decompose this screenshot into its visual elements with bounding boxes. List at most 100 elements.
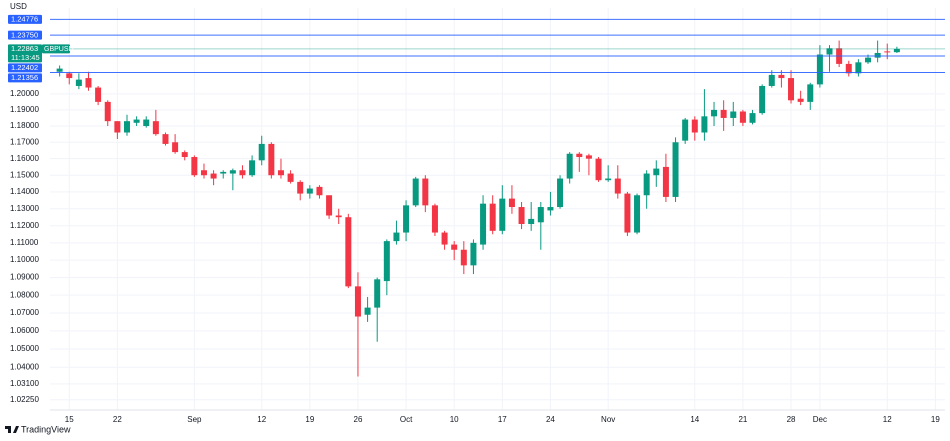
candle-body — [412, 178, 419, 206]
candle-body — [403, 205, 410, 233]
price-badge-label: 1.23750 — [11, 30, 38, 39]
candle-body — [316, 186, 323, 196]
candle-body — [277, 170, 284, 176]
y-tick-label: 1.11000 — [10, 238, 39, 247]
candle-body — [662, 166, 669, 197]
candle-body — [326, 195, 333, 216]
candle-body — [768, 74, 775, 86]
candle-body — [383, 241, 390, 282]
candle-body — [480, 203, 487, 245]
x-tick-label: 19 — [305, 415, 314, 424]
y-tick-label: 1.06000 — [10, 326, 39, 335]
candle-body — [653, 168, 660, 176]
candle-body — [306, 188, 313, 194]
candle-body — [123, 121, 130, 133]
price-badge-label: 1.22863 — [11, 44, 38, 53]
candle-body — [95, 87, 102, 102]
y-tick-label: 1.12000 — [10, 221, 39, 230]
candle-body — [422, 178, 429, 206]
candle-body — [451, 244, 458, 250]
symbol: GBPUSD — [44, 46, 74, 53]
y-tick-label: 1.03100 — [10, 379, 39, 388]
candle-body — [557, 178, 564, 208]
price-badge — [8, 63, 42, 73]
candle-body — [874, 52, 881, 58]
x-tick-label: Nov — [601, 415, 615, 424]
candle-body — [518, 207, 525, 225]
candle-body — [66, 73, 73, 79]
candle-body — [133, 119, 140, 123]
y-tick-label: 1.18000 — [10, 121, 39, 130]
candle-body — [239, 170, 246, 176]
candle-body — [585, 155, 592, 159]
x-tick-label: 22 — [113, 415, 122, 424]
candle-body — [845, 63, 852, 74]
candle-body — [797, 98, 804, 102]
candle-body — [152, 121, 159, 135]
candle-body — [249, 160, 256, 176]
candle-body — [605, 178, 612, 181]
candle-body — [374, 279, 381, 308]
candle-body — [614, 178, 621, 194]
candle-body — [807, 84, 814, 102]
y-tick-label: 1.05000 — [10, 344, 39, 353]
candle-body — [672, 142, 679, 197]
candle-body — [537, 207, 544, 223]
candle-body — [759, 85, 766, 114]
candle-body — [297, 181, 304, 194]
candle-body — [229, 170, 236, 174]
candle-body — [104, 101, 111, 122]
candle-body — [85, 78, 92, 88]
x-tick-label: Sep — [187, 415, 202, 424]
x-tick-label: Oct — [400, 415, 413, 424]
candle-body — [739, 111, 746, 123]
candle-body — [749, 113, 756, 123]
candle-body — [345, 217, 352, 287]
candle-body — [470, 242, 477, 266]
candle-body — [855, 62, 862, 74]
y-tick-label: 1.19000 — [10, 105, 39, 114]
candle-body — [566, 153, 573, 179]
candle-body — [499, 198, 506, 231]
candle-body — [528, 218, 535, 225]
candle-body — [191, 157, 198, 176]
x-tick-label: 12 — [257, 415, 266, 424]
price-badge — [8, 14, 42, 24]
x-tick-label: 26 — [354, 415, 363, 424]
y-tick-label: 1.16000 — [10, 154, 39, 163]
brand: TradingView — [21, 424, 71, 434]
candle-body — [547, 207, 554, 211]
price-badge-label: 1.22402 — [11, 63, 38, 72]
price-badge — [8, 30, 42, 40]
candle-body — [258, 143, 265, 161]
candle-body — [75, 79, 82, 86]
candle-body — [393, 232, 400, 242]
candle-body — [268, 143, 275, 176]
price-badge-label: 1.21356 — [11, 73, 38, 82]
candle-body — [220, 171, 227, 174]
candle-body — [354, 286, 361, 317]
candle-body — [431, 205, 438, 233]
countdown: 11:13:45 — [11, 53, 40, 62]
y-tick-label: 1.10000 — [10, 255, 39, 264]
candle-body — [200, 170, 207, 176]
candle-body — [576, 153, 583, 158]
y-tick-label: 1.13000 — [10, 204, 39, 213]
candle-body — [364, 307, 371, 315]
brand-logo — [5, 426, 19, 433]
candle-body — [816, 54, 823, 85]
x-tick-label: 28 — [787, 415, 796, 424]
candle-body — [884, 51, 891, 53]
x-tick-label: 14 — [690, 415, 699, 424]
y-axis-label: USD — [10, 2, 27, 11]
candle-body — [210, 173, 217, 179]
candle-body — [335, 215, 342, 218]
candle-body — [634, 195, 641, 233]
y-tick-label: 1.04000 — [10, 362, 39, 371]
candle-body — [162, 134, 169, 144]
candle-body — [441, 232, 448, 245]
candle-body — [181, 152, 188, 158]
y-tick-label: 1.08000 — [10, 290, 39, 299]
y-tick-label: 1.15000 — [10, 170, 39, 179]
